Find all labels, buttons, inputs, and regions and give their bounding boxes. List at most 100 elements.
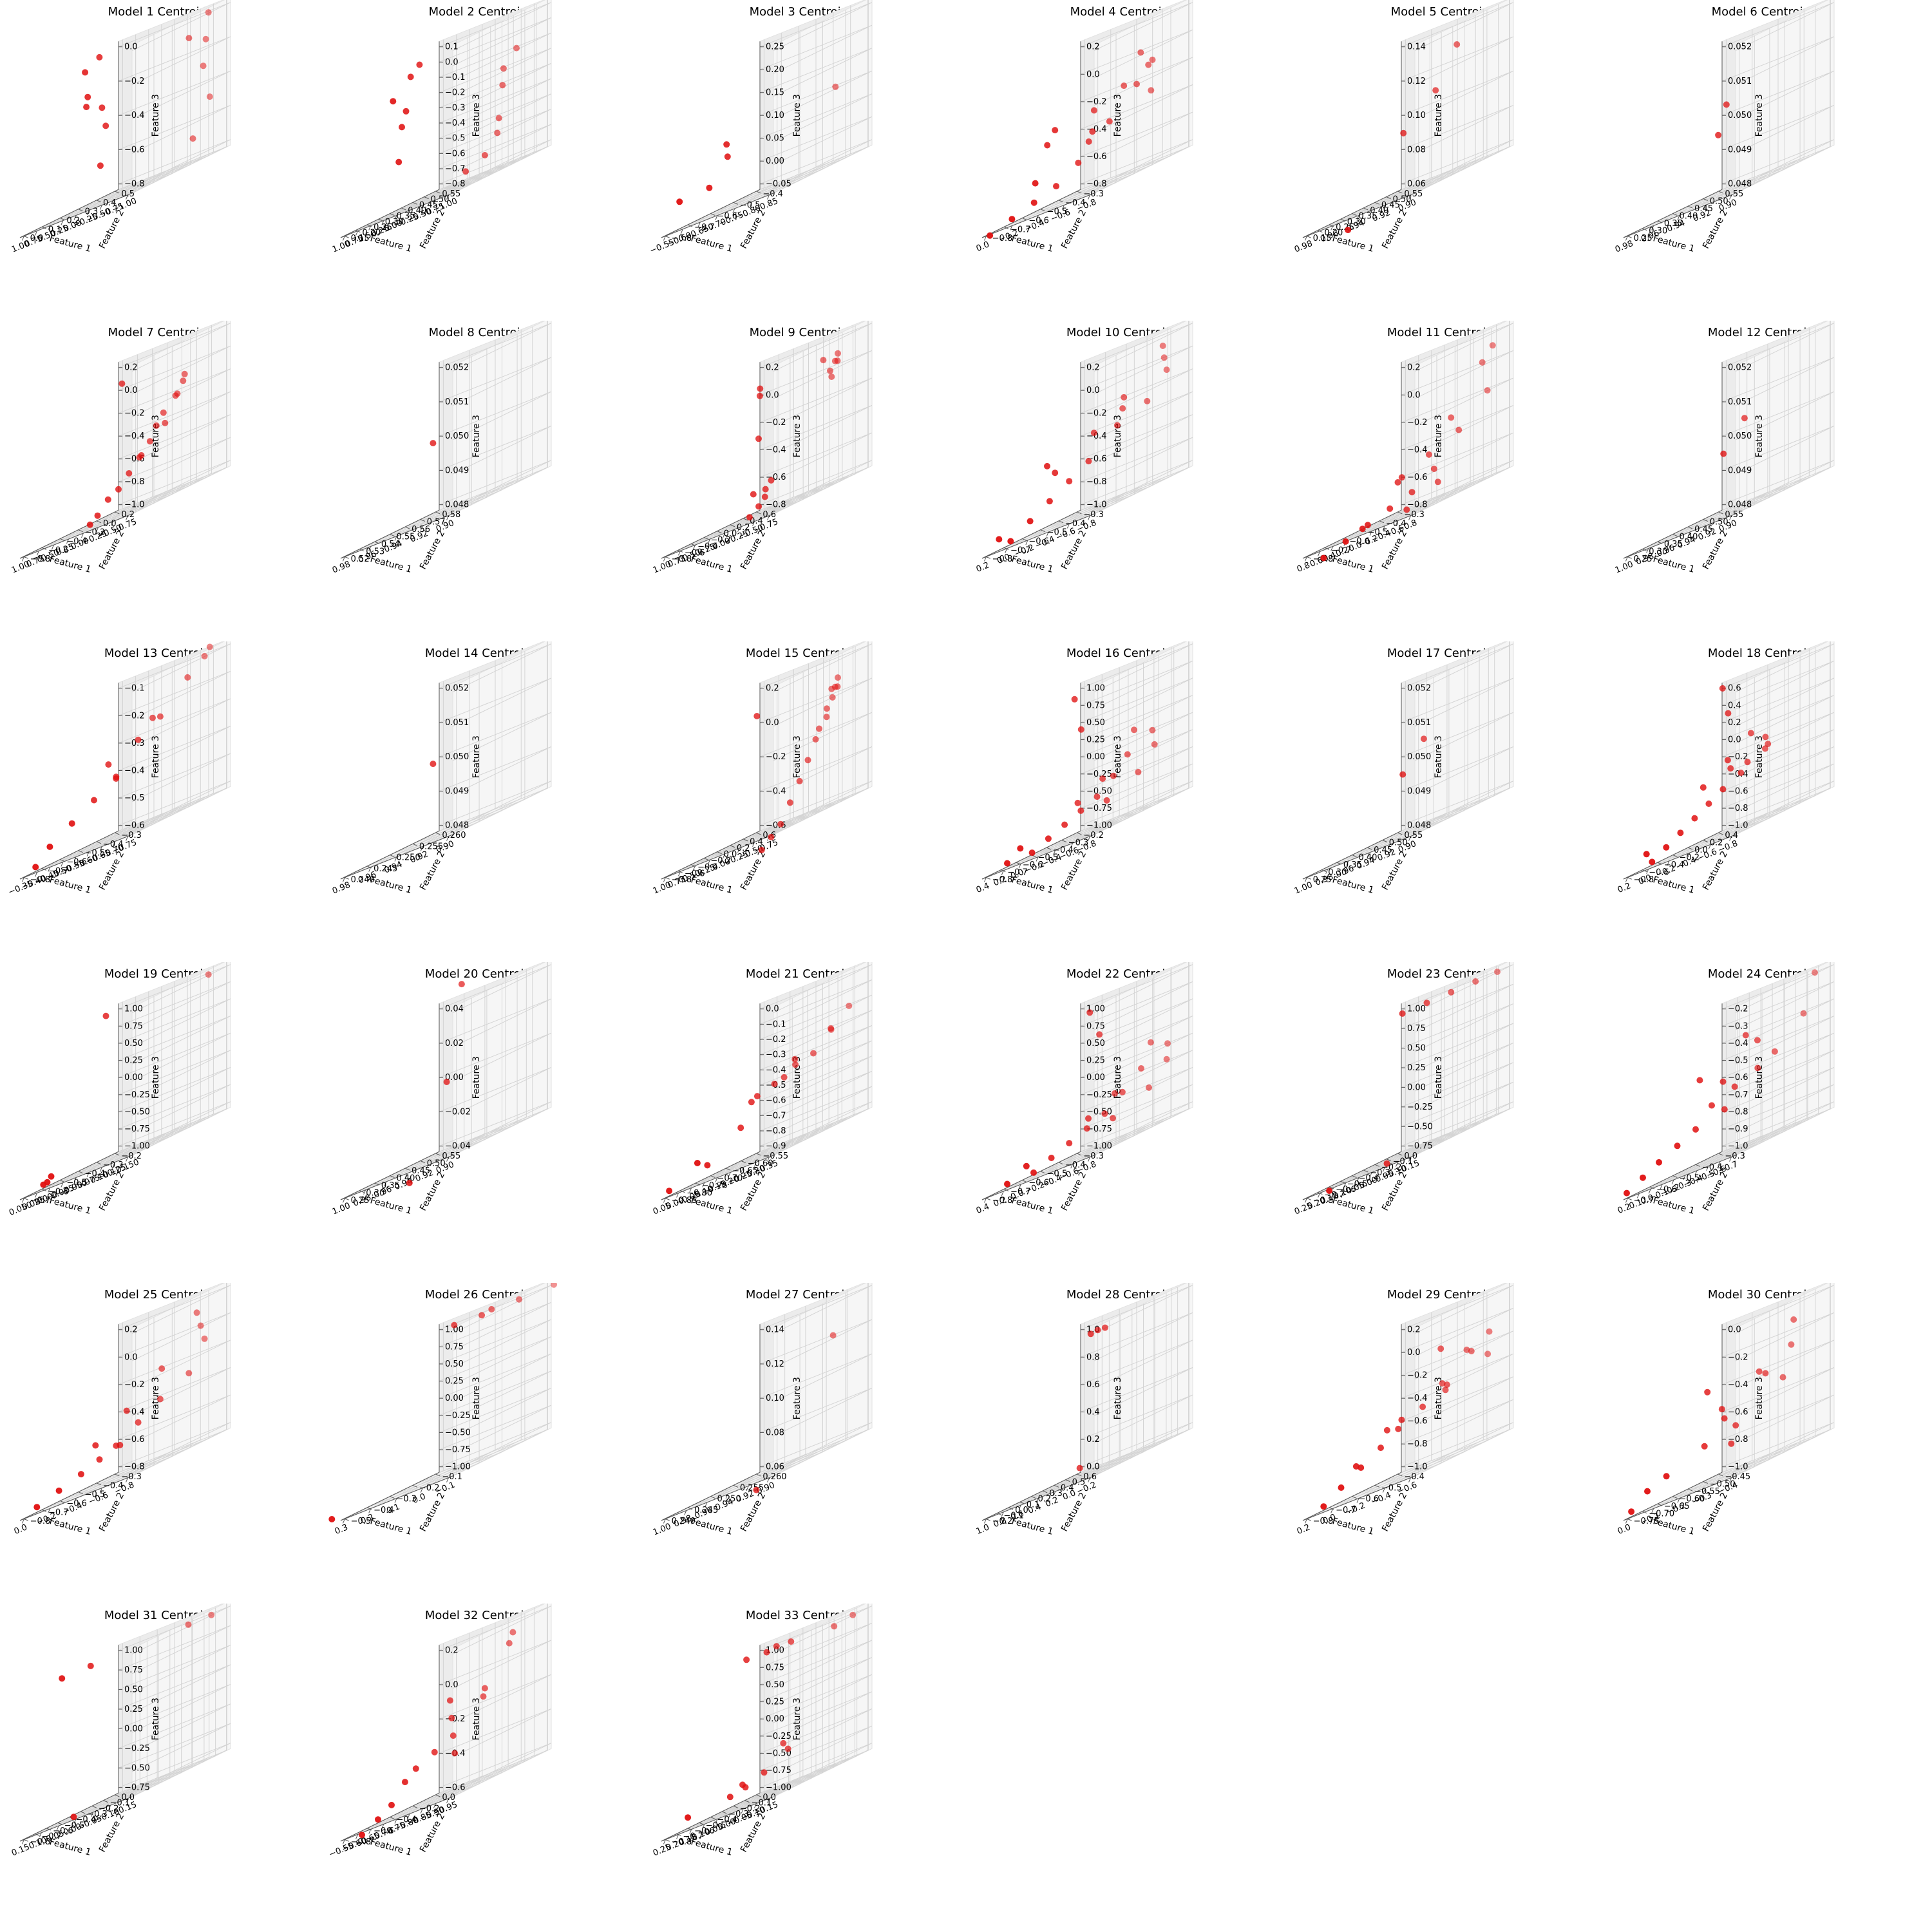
y-gridline xyxy=(404,334,518,527)
y-tick xyxy=(1657,541,1663,544)
centroid-point xyxy=(1756,1368,1763,1375)
y-tick xyxy=(687,1828,693,1831)
centroid-panel: Model 15 Centroids −0.75 −0.50 −0.25 0.00 0.2… xyxy=(641,641,962,962)
centroid-panel: Model 12 Centroids 0.90 0.92 0.94 0.96 0.98 1.… xyxy=(1604,321,1924,641)
y-tick xyxy=(23,1197,28,1200)
centroid-point xyxy=(753,1093,761,1100)
centroid-point xyxy=(68,820,75,827)
x-axis-line xyxy=(981,513,1095,559)
y-tick xyxy=(1642,1511,1647,1514)
y-tick xyxy=(1703,840,1708,842)
centroid-panel: Model 5 Centroids 0.90 0.92 0.94 0.96 0.98 0.1… xyxy=(1283,0,1604,321)
x-tick xyxy=(1318,1193,1321,1198)
y-tick xyxy=(1077,191,1082,194)
x-tick xyxy=(1088,194,1091,200)
x-tick-label: 0.4 xyxy=(975,1202,991,1216)
x-tick-label: 0.0 xyxy=(1347,540,1363,554)
centroid-point xyxy=(1119,405,1126,412)
y-gridline xyxy=(1031,1303,1144,1497)
y-tick-label: 0.40 xyxy=(408,206,426,216)
y-gridline xyxy=(69,1624,182,1818)
y-tick xyxy=(96,841,102,844)
centroid-point xyxy=(94,512,101,519)
z-tick-label: 0.051 xyxy=(1728,397,1752,407)
centroid-panel: Model 18 Centroids −0.8 −0.6 −0.4 −0.2 0.0 0.2… xyxy=(1604,641,1924,962)
y-tick-label: 0.2 xyxy=(737,844,750,853)
y-gridline xyxy=(359,998,472,1191)
y-tick-label: −0.7 xyxy=(48,866,69,876)
z-gridline xyxy=(759,1070,873,1120)
z-gridline xyxy=(759,1605,873,1654)
side-wall-pane xyxy=(773,641,873,835)
centroid-point xyxy=(1696,1077,1703,1084)
z-gridline xyxy=(1721,746,1835,795)
y-tick-label: −0.8 xyxy=(30,1837,51,1847)
y-tick xyxy=(710,1496,715,1499)
centroid-point xyxy=(388,1801,395,1808)
centroid-point xyxy=(1007,538,1014,545)
centroid-point xyxy=(768,833,775,840)
centroid-point xyxy=(723,141,730,148)
z-gridline xyxy=(759,1056,873,1104)
y-gridline xyxy=(710,983,823,1177)
scatter3d-plot: 0.900.920.940.960.980.250.300.350.400.45… xyxy=(1614,0,1835,255)
z-gridline xyxy=(1721,998,1835,1048)
z-tick-label: 0.049 xyxy=(1728,466,1752,475)
scatter3d-plot: 0.900.920.940.960.980.520.530.540.550.56… xyxy=(331,321,552,576)
z-tick-label: −0.75 xyxy=(124,1124,150,1134)
z-tick-label: 0.0 xyxy=(124,43,138,52)
z-gridline xyxy=(1080,763,1193,813)
x-tick xyxy=(73,1819,77,1824)
y-gridline xyxy=(730,332,843,526)
y-tick-label: −0.6 xyxy=(66,858,87,867)
z-gridline xyxy=(1080,964,1193,1013)
z-gridline xyxy=(1401,781,1514,829)
y-tick-label: 0.0 xyxy=(1015,1506,1028,1515)
y-tick xyxy=(756,511,761,515)
x-tick xyxy=(86,851,90,857)
y-tick-label: −0.6 xyxy=(374,1826,394,1836)
z-gridline xyxy=(1080,1084,1193,1133)
y-gridline xyxy=(1352,662,1464,856)
z-gridline xyxy=(118,323,231,372)
centroid-point xyxy=(726,1794,734,1801)
x-tick xyxy=(1367,852,1370,858)
x-tick xyxy=(1687,852,1690,858)
x-tick xyxy=(983,1198,987,1203)
z-tick-label: −0.4 xyxy=(1407,445,1428,455)
y-tick xyxy=(1003,1188,1009,1191)
z-tick-label: −0.75 xyxy=(124,1783,150,1793)
x-tick xyxy=(1025,540,1028,545)
centroid-point xyxy=(406,1179,413,1186)
x-tick xyxy=(368,546,372,551)
z-axis-title: Feature 3 xyxy=(792,735,802,778)
z-gridline xyxy=(118,437,231,486)
z-gridline xyxy=(118,1367,231,1416)
x-tick xyxy=(1729,194,1732,200)
y-tick-label: −0.5 xyxy=(64,1821,85,1830)
y-gridline xyxy=(733,1293,846,1486)
z-gridline xyxy=(439,1302,552,1351)
y-tick-label: −0.2 xyxy=(121,1151,142,1161)
x-tick xyxy=(1304,1198,1307,1203)
x-tick-label: 0.15 xyxy=(10,1842,31,1859)
x-axis-title: Feature 1 xyxy=(369,233,413,254)
z-gridline xyxy=(1080,746,1193,795)
z-gridline xyxy=(759,1025,873,1074)
z-gridline xyxy=(439,1387,552,1437)
z-tick-label: 0.052 xyxy=(445,363,469,373)
y-gridline xyxy=(390,1303,502,1497)
y-tick xyxy=(1363,1170,1368,1173)
centroid-point xyxy=(443,1079,450,1085)
z-gridline xyxy=(759,432,873,482)
y-tick-label: 0.2 xyxy=(121,510,135,520)
centroid-point xyxy=(1643,851,1650,858)
y-tick-label: −0.5 xyxy=(66,1179,87,1188)
centroid-point xyxy=(1779,1374,1786,1381)
z-tick-label: 0.2 xyxy=(1086,363,1100,373)
y-tick-label: −0.8 xyxy=(1313,1196,1334,1206)
z-tick-label: −0.2 xyxy=(445,88,466,98)
z-gridline xyxy=(759,1101,873,1150)
centroid-point xyxy=(777,820,784,828)
y-gridline xyxy=(756,0,869,192)
